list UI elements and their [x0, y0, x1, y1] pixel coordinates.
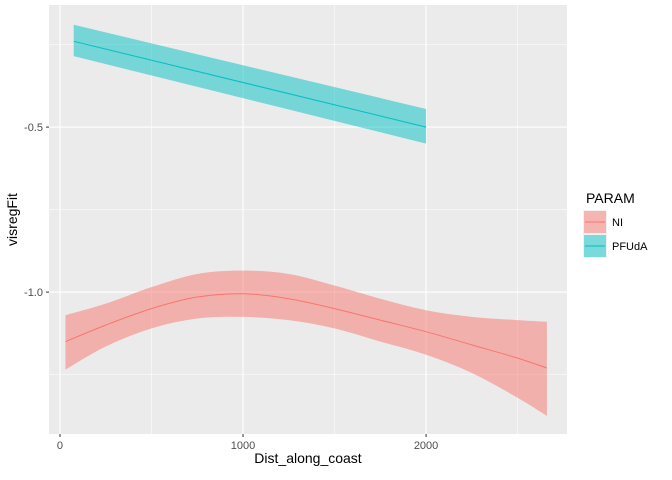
y-tick-label: -0.5 [24, 122, 43, 134]
line-pfuda [73, 40, 427, 128]
legend-title: PARAM [586, 190, 635, 206]
axes: 0 1000 2000 -1.0 -0.5 [24, 122, 438, 452]
x-tick-label: 1000 [231, 440, 255, 452]
y-axis-title: visregFit [4, 193, 20, 246]
line-ni [65, 293, 548, 369]
legend-items: NI PFUdA [583, 210, 648, 258]
legend-label-pfuda: PFUdA [612, 241, 648, 253]
series-layer [65, 24, 548, 416]
x-axis-title: Dist_along_coast [254, 450, 362, 466]
x-tick-label: 2000 [414, 440, 438, 452]
y-tick-label: -1.0 [24, 287, 43, 299]
legend: PARAM NI PFUdA [583, 190, 648, 258]
legend-label-ni: NI [612, 217, 623, 229]
x-tick-label: 0 [57, 440, 63, 452]
ribbon-ni [65, 270, 547, 416]
grid-minor [49, 5, 567, 434]
